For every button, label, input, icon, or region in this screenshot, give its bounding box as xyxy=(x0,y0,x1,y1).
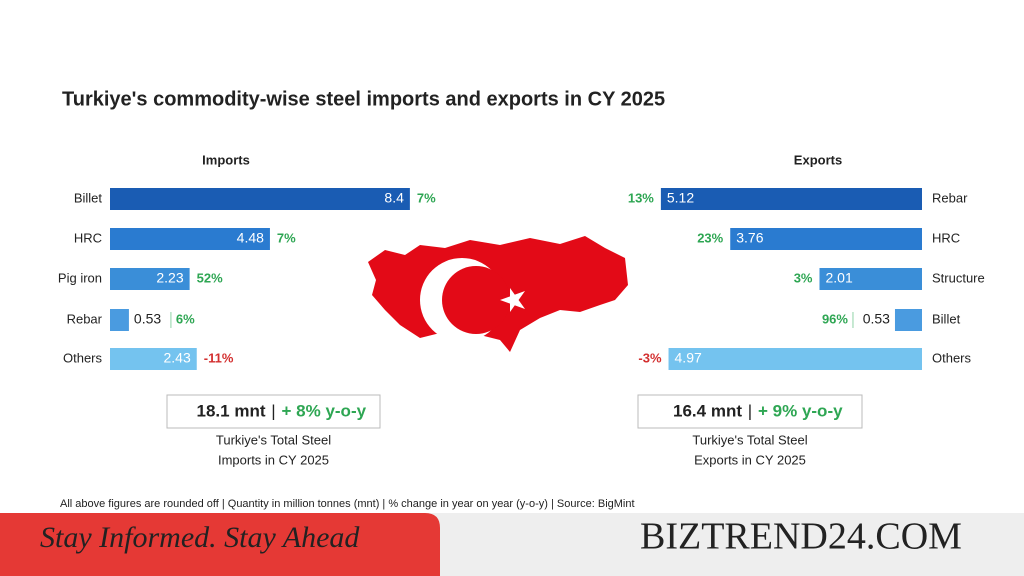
bar xyxy=(110,348,197,370)
change-label: 6% xyxy=(176,311,195,326)
total-caption: Turkiye's Total Steel xyxy=(216,432,331,447)
footnote: All above figures are rounded off | Quan… xyxy=(60,498,635,510)
star xyxy=(500,288,525,312)
total-caption: Exports in CY 2025 xyxy=(694,452,806,467)
category-label: Structure xyxy=(932,270,985,285)
bar xyxy=(110,309,129,331)
change-label: 23% xyxy=(697,230,723,245)
category-label: Rebar xyxy=(67,311,103,326)
value-label: 2.43 xyxy=(164,350,191,366)
value-label: 4.48 xyxy=(237,230,264,246)
category-label: Billet xyxy=(932,311,961,326)
chart-title: Imports xyxy=(202,152,250,167)
category-label: Others xyxy=(932,350,972,365)
total-change: + 8% y-o-y xyxy=(282,401,367,420)
total-change: + 9% y-o-y xyxy=(758,401,843,420)
total-box xyxy=(166,394,381,429)
chart-title: Exports xyxy=(794,152,842,167)
change-label: 13% xyxy=(628,190,654,205)
total-value: 16.4 mnt xyxy=(673,401,742,420)
bar xyxy=(110,228,270,250)
category-label: Others xyxy=(63,350,103,365)
turkey-map xyxy=(368,236,628,352)
total-box xyxy=(637,394,863,429)
bar xyxy=(110,268,190,290)
crescent-inner xyxy=(442,266,510,334)
total-sep: | xyxy=(271,401,275,420)
category-label: Rebar xyxy=(932,190,968,205)
total-sep: | xyxy=(748,401,752,420)
total-value: 18.1 mnt xyxy=(197,401,266,420)
value-label: 2.01 xyxy=(825,270,852,286)
bar xyxy=(894,309,922,331)
value-label: 3.76 xyxy=(736,230,763,246)
title: Turkiye's commodity-wise steel imports a… xyxy=(62,88,665,110)
change-label: 3% xyxy=(794,270,813,285)
category-label: Billet xyxy=(74,190,103,205)
value-label: 5.12 xyxy=(667,190,694,206)
value-label: 2.23 xyxy=(156,270,183,286)
total-caption: Turkiye's Total Steel xyxy=(692,432,807,447)
category-label: HRC xyxy=(74,230,102,245)
change-label: -11% xyxy=(204,350,234,365)
value-label: 0.53 xyxy=(863,311,890,327)
tagline: Stay Informed. Stay Ahead xyxy=(40,521,360,554)
tagline-bg xyxy=(0,513,440,576)
value-label: 8.4 xyxy=(384,190,404,206)
bar xyxy=(668,348,922,370)
change-label: 7% xyxy=(417,190,436,205)
bar xyxy=(730,228,922,250)
total-caption: Imports in CY 2025 xyxy=(218,452,329,467)
brand: BIZTREND24.COM xyxy=(640,516,962,558)
bar xyxy=(660,188,922,210)
change-label: -3% xyxy=(638,350,662,365)
change-label: 52% xyxy=(197,270,223,285)
change-label: 7% xyxy=(277,230,296,245)
bar xyxy=(819,268,922,290)
change-label: 96% xyxy=(822,311,848,326)
value-label: 0.53 xyxy=(134,311,161,327)
category-label: Pig iron xyxy=(58,270,102,285)
bar xyxy=(110,188,410,210)
category-label: HRC xyxy=(932,230,960,245)
value-label: 4.97 xyxy=(675,350,702,366)
